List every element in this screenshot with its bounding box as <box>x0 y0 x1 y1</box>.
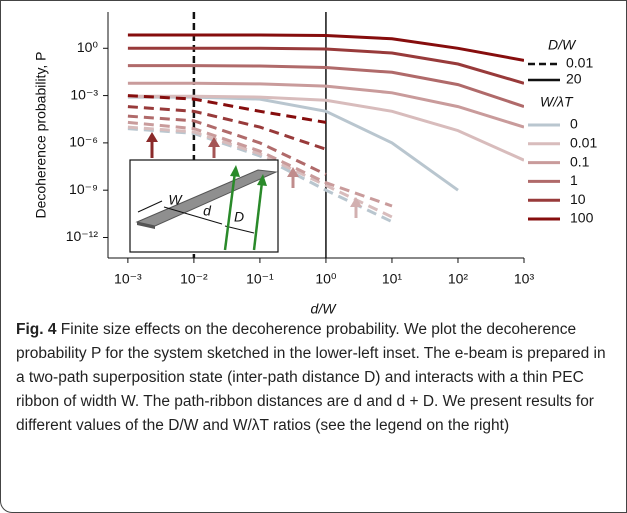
y-tick-label: 10⁻¹² <box>66 228 99 244</box>
axes: 10⁰ 10⁻³ 10⁻⁶ 10⁻⁹ 10⁻¹² 10⁻³ 10⁻² 10⁻¹ 10⁰ 10¹ 10… <box>66 12 535 287</box>
series-line <box>127 33 524 62</box>
caption: Fig. 4 Finite size effects on the decohe… <box>16 318 616 438</box>
x-axis-label: d/W <box>311 301 338 317</box>
legend-label: 0.1 <box>570 153 590 169</box>
series-line <box>127 94 327 124</box>
inset-label: D <box>234 209 244 225</box>
legend-label: 0.01 <box>566 55 593 71</box>
legend-label: 0.01 <box>570 135 597 151</box>
series-line <box>127 46 524 85</box>
x-tick-label: 10⁻² <box>180 271 208 287</box>
y-tick-label: 10⁰ <box>77 39 99 55</box>
series-line <box>127 105 327 151</box>
series-line <box>127 81 524 129</box>
series-line <box>127 125 393 219</box>
legend-label: 100 <box>570 210 594 226</box>
legend-title: W/λT <box>540 94 574 110</box>
y-tick-label: 10⁻³ <box>70 86 98 102</box>
inset-label: d <box>203 203 212 219</box>
series-line <box>127 64 524 109</box>
series-line <box>127 94 524 162</box>
x-tick-label: 10¹ <box>382 271 403 287</box>
y-axis-label: Decoherence probability, P <box>33 51 49 218</box>
x-tick-label: 10⁰ <box>315 271 337 287</box>
series-line <box>127 114 327 176</box>
series-line <box>127 127 393 224</box>
x-tick-label: 10⁻³ <box>114 271 142 287</box>
legend-label: 1 <box>570 172 578 188</box>
legend-label: 20 <box>566 71 582 87</box>
series-line <box>127 120 393 208</box>
inset: W d D <box>129 159 279 253</box>
legend-label: 10 <box>570 191 586 207</box>
y-tick-label: 10⁻⁹ <box>69 181 98 197</box>
x-tick-label: 10³ <box>514 271 535 287</box>
plot-lines <box>127 33 524 224</box>
legend-title: D/W <box>548 37 577 53</box>
caption-text: Finite size effects on the decoherence p… <box>16 321 606 434</box>
arrows <box>146 132 362 218</box>
y-tick-label: 10⁻⁶ <box>69 134 98 150</box>
inset-label: W <box>168 192 183 208</box>
legend-label: 0 <box>570 116 578 132</box>
x-tick-label: 10² <box>448 271 469 287</box>
x-tick-label: 10⁻¹ <box>246 271 274 287</box>
caption-label: Fig. 4 <box>16 321 57 338</box>
